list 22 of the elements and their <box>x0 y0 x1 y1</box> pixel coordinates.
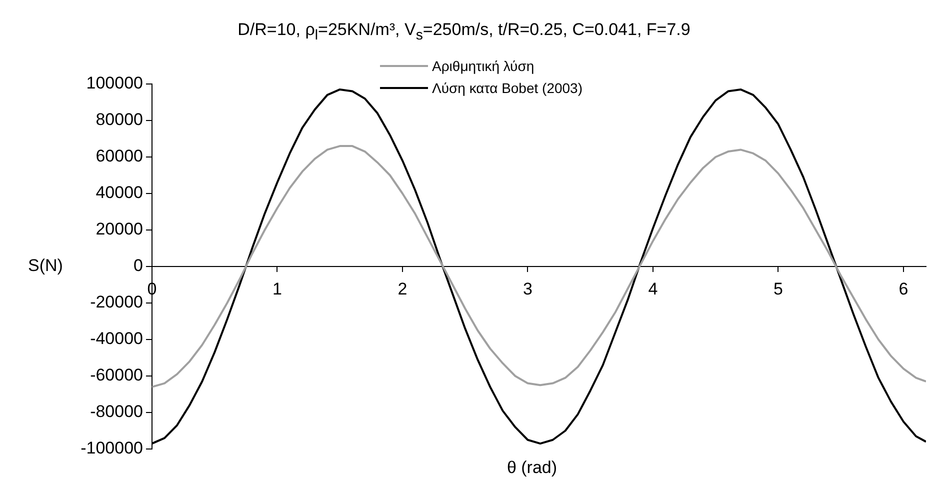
chart-title: D/R=10, ρ$_{l}$=25KN/m³, V$_{s}$=250m/s, t/R=0.25, C=0.041, F=7.9 <box>236 20 692 44</box>
x-tick-label: 5 <box>773 279 783 298</box>
y-tick-label: 40000 <box>96 183 143 202</box>
y-tick-label: -40000 <box>90 329 143 348</box>
y-axis-title: S(N) <box>28 256 63 276</box>
x-tick-label: 6 <box>898 279 908 298</box>
x-tick-label: 4 <box>648 279 658 298</box>
y-tick-label: -80000 <box>90 402 143 422</box>
legend-label: Λύση κατα Bobet (2003) <box>432 79 583 98</box>
legend-label: Αριθμητική λύση <box>432 57 534 76</box>
y-tick-label: 100000 <box>86 74 143 93</box>
y-tick-label: 80000 <box>96 110 143 130</box>
y-tick-label: -20000 <box>90 292 143 312</box>
y-tick-label: 0 <box>134 256 143 276</box>
y-tick-label: -60000 <box>90 366 143 385</box>
x-tick-label: 1 <box>272 279 282 298</box>
x-tick-label: 2 <box>398 279 408 298</box>
x-axis-title: θ (rad) <box>506 458 558 478</box>
x-tick-label: 3 <box>522 279 532 298</box>
y-tick-label: -100000 <box>80 438 143 458</box>
y-tick-label: 60000 <box>96 146 143 166</box>
y-tick-label: 20000 <box>96 220 143 239</box>
